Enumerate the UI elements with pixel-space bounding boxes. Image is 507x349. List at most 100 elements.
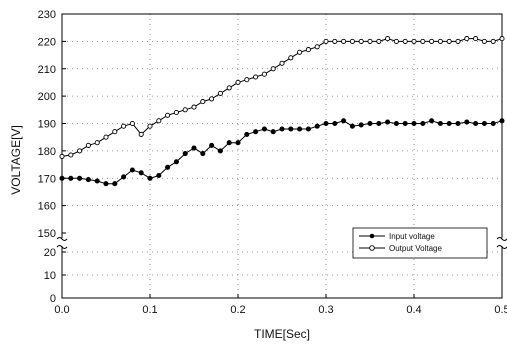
data-point [446, 38, 452, 44]
x-tick-label: 0.2 [230, 304, 245, 316]
data-point [253, 129, 259, 135]
data-point [305, 126, 311, 132]
y-tick-label: 0 [50, 293, 56, 305]
y-axis-label: VOLTAGE[V] [9, 125, 23, 195]
data-point [253, 74, 259, 80]
data-point [376, 120, 382, 127]
legend: Input voltage Output Voltage [352, 227, 488, 259]
data-point [323, 120, 329, 127]
data-point [376, 38, 382, 44]
series-line [61, 38, 503, 157]
break-mark [496, 245, 507, 249]
data-point [261, 71, 267, 77]
data-point [112, 181, 118, 187]
y-tick-label: 150 [38, 228, 56, 240]
y-tick-label: 190 [38, 119, 56, 131]
data-point [437, 38, 443, 44]
x-tick-label: 0.3 [318, 304, 333, 316]
data-point [358, 122, 364, 128]
data-point [156, 172, 162, 179]
data-point [288, 55, 294, 61]
data-point [156, 118, 162, 124]
data-point [473, 36, 479, 42]
data-point [279, 126, 285, 132]
data-point [103, 134, 109, 140]
data-point [288, 126, 294, 132]
data-point [68, 175, 74, 181]
break-gap-left [59, 238, 67, 246]
data-point [200, 99, 206, 105]
data-point [349, 123, 355, 129]
data-point [270, 66, 276, 72]
data-point [173, 159, 179, 165]
x-axis-label: TIME[Sec] [254, 327, 310, 341]
legend-box [352, 227, 488, 259]
y-tick-label: 180 [38, 146, 56, 158]
data-point [59, 153, 65, 159]
data-point [59, 175, 65, 181]
data-point [244, 77, 250, 83]
data-point [165, 164, 171, 170]
data-point [358, 38, 364, 44]
data-point [332, 38, 338, 44]
series-output-voltage [59, 36, 505, 159]
break-mark [56, 237, 68, 241]
x-tick-label: 0.4 [406, 304, 421, 316]
break-mark [56, 245, 68, 249]
data-point [411, 38, 417, 44]
break-gap-right [497, 238, 505, 246]
data-point [420, 38, 426, 44]
data-point [112, 129, 118, 135]
data-point [235, 140, 241, 146]
data-point [147, 123, 153, 129]
y-tick-label: 200 [38, 91, 56, 103]
axis-ticks: 150 160 170 180 190 200 210 220 230 0 10 20 0.0 0.1 0.… [38, 9, 507, 316]
data-point [129, 120, 135, 127]
data-point [138, 131, 144, 137]
data-point [464, 36, 470, 42]
legend-input-marker [369, 233, 375, 239]
data-point [77, 148, 83, 154]
data-point [94, 178, 100, 184]
data-point [446, 120, 452, 127]
data-point [429, 118, 435, 124]
data-point [297, 126, 303, 132]
break-mark [496, 237, 507, 241]
data-point [85, 177, 91, 183]
legend-output-marker [369, 245, 375, 251]
data-point [402, 38, 408, 44]
data-point [411, 120, 417, 127]
data-point [244, 131, 250, 137]
data-point [138, 170, 144, 176]
x-tick-label: 0.0 [54, 304, 69, 316]
data-point [349, 38, 355, 44]
data-point [429, 38, 435, 44]
data-point [367, 120, 373, 127]
data-point [279, 60, 285, 66]
data-point [217, 148, 223, 154]
series-input-voltage [59, 118, 505, 187]
data-point [473, 120, 479, 127]
data-point [217, 90, 223, 96]
data-point [420, 120, 426, 127]
data-point [209, 142, 215, 148]
data-point [490, 38, 496, 44]
data-point [314, 44, 320, 50]
data-point [437, 120, 443, 127]
data-point [481, 38, 487, 44]
data-point [200, 151, 206, 157]
data-point [393, 120, 399, 127]
data-point [165, 112, 171, 118]
data-point [147, 175, 153, 181]
data-point [68, 152, 74, 158]
data-point [323, 38, 329, 44]
data-point [464, 119, 470, 125]
data-point [402, 120, 408, 127]
data-point [85, 142, 91, 148]
data-point [103, 181, 109, 187]
y-tick-label: 160 [38, 201, 56, 213]
y-axis-break [56, 237, 507, 249]
x-tick-label: 0.5 [494, 304, 507, 316]
data-point [305, 47, 311, 53]
data-point [385, 36, 391, 42]
